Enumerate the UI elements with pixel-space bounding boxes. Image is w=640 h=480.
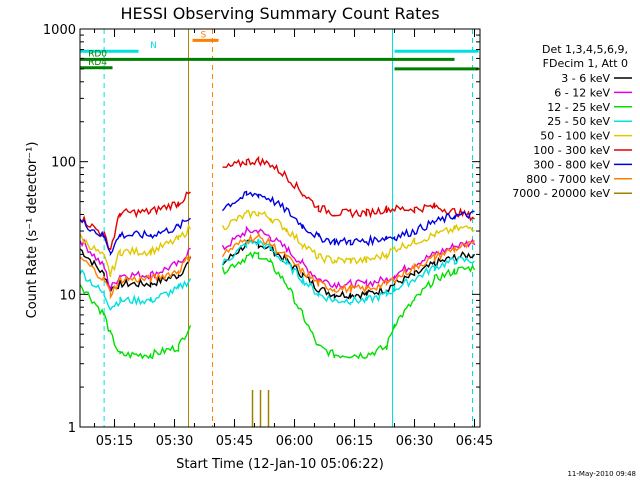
annotation-label: RD0: [88, 49, 107, 59]
series-line: [221, 251, 476, 360]
series-line: [79, 238, 191, 291]
x-tick-label: 05:15: [96, 434, 133, 449]
x-axis-label: Start Time (12-Jan-10 05:06:22): [176, 457, 384, 472]
series-line: [79, 284, 192, 360]
x-tick-label: 06:45: [456, 434, 493, 449]
legend-label: 800 - 7000 keV: [526, 173, 610, 186]
y-axis-label: Count Rate (s⁻¹ detector⁻¹): [25, 142, 40, 319]
x-tick-label: 05:30: [156, 434, 193, 449]
legend-label: 300 - 800 keV: [533, 158, 610, 171]
series-line: [221, 238, 475, 306]
series-line: [79, 254, 192, 300]
annotation-label: RD4: [88, 58, 107, 68]
legend-label: 12 - 25 keV: [547, 101, 610, 114]
series-line: [79, 248, 192, 292]
series-line: [221, 231, 476, 294]
y-tick-label: 1000: [43, 23, 76, 38]
series-line: [79, 269, 192, 311]
x-tick-label: 05:45: [216, 434, 253, 449]
legend-label: 7000 - 20000 keV: [512, 187, 610, 200]
y-tick-label: 1: [68, 421, 76, 436]
x-tick-label: 06:00: [276, 434, 313, 449]
series-line: [222, 155, 475, 222]
legend-label: 6 - 12 keV: [554, 86, 610, 99]
y-tick-label: 10: [59, 288, 76, 303]
legend-label: 100 - 300 keV: [533, 144, 610, 157]
legend-header-line-1: Det 1,3,4,5,6,9,: [542, 43, 628, 56]
annotation-label: N: [150, 41, 157, 51]
footer-timestamp: 11-May-2010 09:48: [567, 470, 636, 478]
x-tick-label: 06:30: [396, 434, 433, 449]
annotation-label: S: [201, 30, 207, 40]
series-line: [221, 209, 475, 265]
series-line: [221, 190, 475, 247]
x-tick-label: 06:15: [336, 434, 373, 449]
series-line: [79, 217, 191, 257]
series-line: [79, 223, 192, 278]
plot-frame: [79, 28, 481, 428]
legend-label: 25 - 50 keV: [547, 115, 610, 128]
legend-label: 3 - 6 keV: [561, 72, 610, 85]
legend-header-line-2: FDecim 1, Att 0: [543, 57, 628, 70]
series-line: [221, 225, 476, 290]
legend-label: 50 - 100 keV: [540, 130, 610, 143]
chart-title: HESSI Observing Summary Count Rates: [120, 4, 439, 23]
y-tick-label: 100: [51, 156, 76, 171]
